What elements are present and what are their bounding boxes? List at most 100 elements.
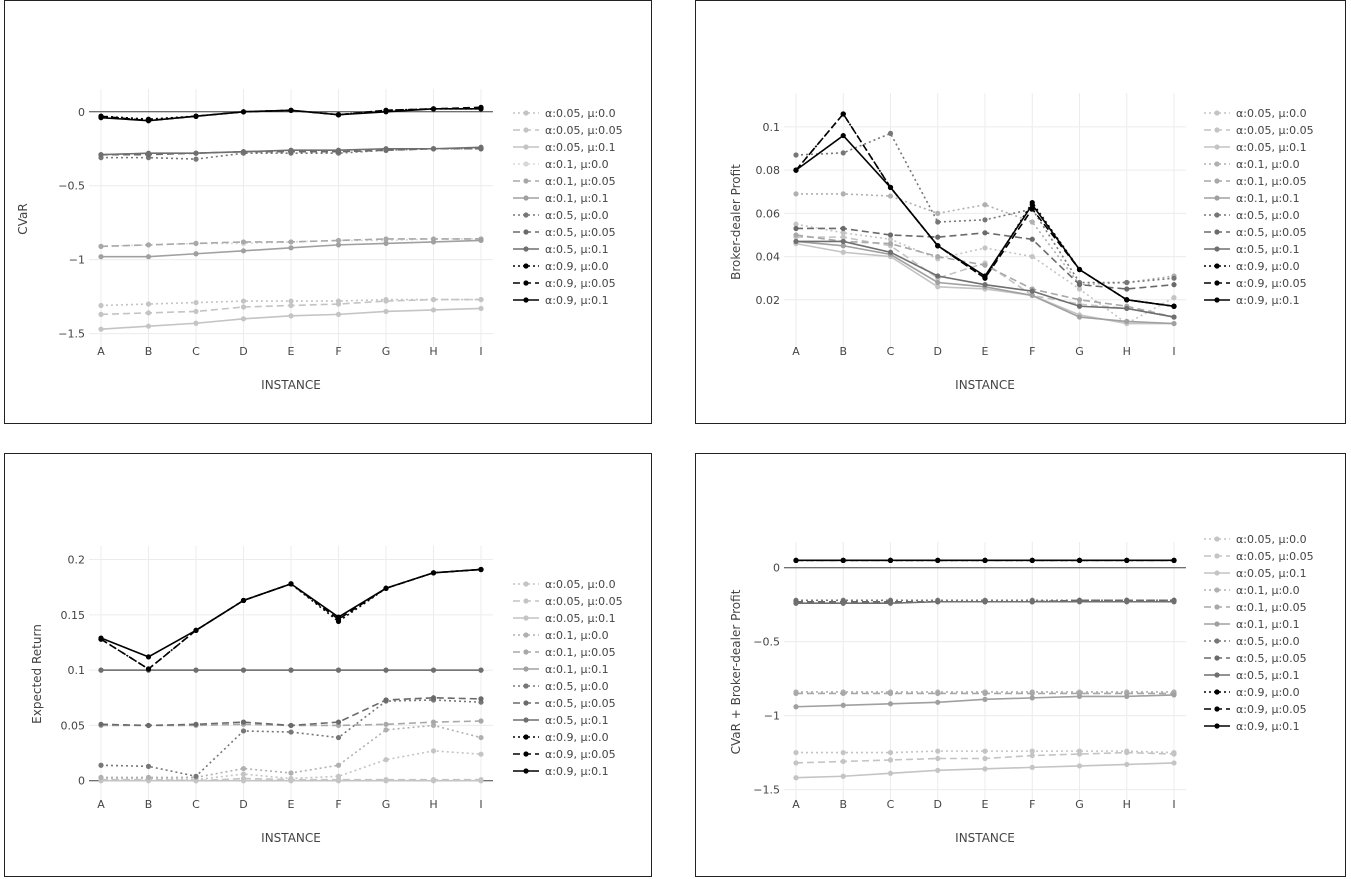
legend-item-label-7[interactable]: α:0.5, μ:0.05 [545,697,616,710]
legend-swatch-marker-4[interactable] [523,178,529,184]
legend-item-label-8[interactable]: α:0.5, μ:0.1 [545,714,609,727]
legend-item-label-0[interactable]: α:0.05, μ:0.0 [1236,533,1307,546]
legend-item-label-1[interactable]: α:0.05, μ:0.05 [1236,124,1314,137]
legend-swatch-marker-6[interactable] [1214,638,1220,644]
legend-swatch-marker-2[interactable] [523,144,529,150]
legend-item-label-1[interactable]: α:0.05, μ:0.05 [545,124,623,137]
legend-item-label-2[interactable]: α:0.05, μ:0.1 [545,612,616,625]
legend-swatch-marker-9[interactable] [523,263,529,269]
legend-item-label-10[interactable]: α:0.9, μ:0.05 [1236,277,1307,290]
legend-item-label-9[interactable]: α:0.9, μ:0.0 [1236,686,1300,699]
legend-item-label-6[interactable]: α:0.5, μ:0.0 [1236,209,1300,222]
legend-item-label-7[interactable]: α:0.5, μ:0.05 [1236,226,1307,239]
legend-item-label-10[interactable]: α:0.9, μ:0.05 [1236,703,1307,716]
legend-swatch-marker-6[interactable] [523,683,529,689]
legend-swatch-marker-1[interactable] [1214,127,1220,133]
legend-swatch-marker-7[interactable] [1214,229,1220,235]
data-point [793,167,799,173]
legend-swatch-marker-1[interactable] [523,598,529,604]
legend-item-label-5[interactable]: α:0.1, μ:0.1 [545,192,609,205]
legend-item-label-7[interactable]: α:0.5, μ:0.05 [545,226,616,239]
legend-swatch-marker-9[interactable] [523,734,529,740]
legend-item-label-4[interactable]: α:0.1, μ:0.05 [1236,175,1307,188]
legend-item-label-10[interactable]: α:0.9, μ:0.05 [545,277,616,290]
legend-item-label-8[interactable]: α:0.5, μ:0.1 [1236,669,1300,682]
legend-swatch-marker-10[interactable] [523,280,529,286]
legend-swatch-marker-0[interactable] [1214,536,1220,542]
legend-swatch-marker-2[interactable] [1214,144,1220,150]
legend-swatch-marker-2[interactable] [1214,570,1220,576]
legend-item-label-1[interactable]: α:0.05, μ:0.05 [545,595,623,608]
legend-item-label-0[interactable]: α:0.05, μ:0.0 [545,578,616,591]
legend-swatch-marker-4[interactable] [1214,604,1220,610]
legend-item-label-11[interactable]: α:0.9, μ:0.1 [545,765,609,778]
legend-item-label-3[interactable]: α:0.1, μ:0.0 [545,158,609,171]
legend-item-label-2[interactable]: α:0.05, μ:0.1 [1236,567,1307,580]
legend-item-label-5[interactable]: α:0.1, μ:0.1 [1236,618,1300,631]
data-point [1124,749,1130,756]
legend-item-label-5[interactable]: α:0.1, μ:0.1 [545,663,609,676]
legend-swatch-marker-3[interactable] [1214,587,1220,593]
legend-swatch-marker-8[interactable] [1214,672,1220,678]
legend-item-label-7[interactable]: α:0.5, μ:0.05 [1236,652,1307,665]
legend-swatch-marker-11[interactable] [1214,723,1220,729]
legend-swatch-marker-11[interactable] [523,297,529,303]
legend-swatch-marker-7[interactable] [523,229,529,235]
legend-swatch-marker-3[interactable] [523,161,529,167]
legend-swatch-marker-7[interactable] [1214,655,1220,661]
legend-item-label-9[interactable]: α:0.9, μ:0.0 [545,260,609,273]
legend-item-label-0[interactable]: α:0.05, μ:0.0 [545,107,616,120]
legend-item-label-10[interactable]: α:0.9, μ:0.05 [545,748,616,761]
legend-item-label-5[interactable]: α:0.1, μ:0.1 [1236,192,1300,205]
legend-swatch-marker-10[interactable] [1214,280,1220,286]
legend-item-label-9[interactable]: α:0.9, μ:0.0 [1236,260,1300,273]
legend-swatch-marker-5[interactable] [523,666,529,672]
legend-swatch-marker-10[interactable] [1214,706,1220,712]
data-point [240,149,247,155]
legend-swatch-marker-2[interactable] [523,615,529,621]
legend-swatch-marker-11[interactable] [1214,297,1220,303]
legend-item-label-3[interactable]: α:0.1, μ:0.0 [545,629,609,642]
legend-item-label-8[interactable]: α:0.5, μ:0.1 [1236,243,1300,256]
legend-item-label-0[interactable]: α:0.05, μ:0.0 [1236,107,1307,120]
legend-swatch-marker-4[interactable] [1214,178,1220,184]
legend-swatch-marker-10[interactable] [523,751,529,757]
legend-item-label-9[interactable]: α:0.9, μ:0.0 [545,731,609,744]
data-point [240,765,247,772]
legend-item-label-11[interactable]: α:0.9, μ:0.1 [1236,720,1300,733]
legend-item-label-2[interactable]: α:0.05, μ:0.1 [545,141,616,154]
legend-swatch-marker-7[interactable] [523,700,529,706]
legend-item-label-8[interactable]: α:0.5, μ:0.1 [545,243,609,256]
legend-swatch-marker-6[interactable] [1214,212,1220,218]
legend-item-label-3[interactable]: α:0.1, μ:0.0 [1236,584,1300,597]
legend-item-label-11[interactable]: α:0.9, μ:0.1 [545,294,609,307]
legend-item-label-6[interactable]: α:0.5, μ:0.0 [1236,635,1300,648]
legend-swatch-marker-0[interactable] [523,581,529,587]
legend-swatch-marker-11[interactable] [523,768,529,774]
legend-swatch-marker-0[interactable] [1214,110,1220,116]
legend-item-label-6[interactable]: α:0.5, μ:0.0 [545,209,609,222]
legend-swatch-marker-0[interactable] [523,110,529,116]
legend-swatch-marker-3[interactable] [1214,161,1220,167]
legend-item-label-4[interactable]: α:0.1, μ:0.05 [545,175,616,188]
legend-swatch-marker-9[interactable] [1214,263,1220,269]
legend-swatch-marker-8[interactable] [1214,246,1220,252]
legend-swatch-marker-1[interactable] [523,127,529,133]
legend-swatch-marker-9[interactable] [1214,689,1220,695]
legend-item-label-4[interactable]: α:0.1, μ:0.05 [545,646,616,659]
legend-item-label-4[interactable]: α:0.1, μ:0.05 [1236,601,1307,614]
legend-swatch-marker-8[interactable] [523,717,529,723]
legend-swatch-marker-1[interactable] [1214,553,1220,559]
legend-item-label-1[interactable]: α:0.05, μ:0.05 [1236,550,1314,563]
legend-swatch-marker-5[interactable] [1214,621,1220,627]
legend-swatch-marker-8[interactable] [523,246,529,252]
legend-swatch-marker-4[interactable] [523,649,529,655]
legend-item-label-2[interactable]: α:0.05, μ:0.1 [1236,141,1307,154]
legend-swatch-marker-5[interactable] [523,195,529,201]
legend-item-label-11[interactable]: α:0.9, μ:0.1 [1236,294,1300,307]
legend-swatch-marker-3[interactable] [523,632,529,638]
legend-swatch-marker-6[interactable] [523,212,529,218]
legend-swatch-marker-5[interactable] [1214,195,1220,201]
legend-item-label-6[interactable]: α:0.5, μ:0.0 [545,680,609,693]
legend-item-label-3[interactable]: α:0.1, μ:0.0 [1236,158,1300,171]
